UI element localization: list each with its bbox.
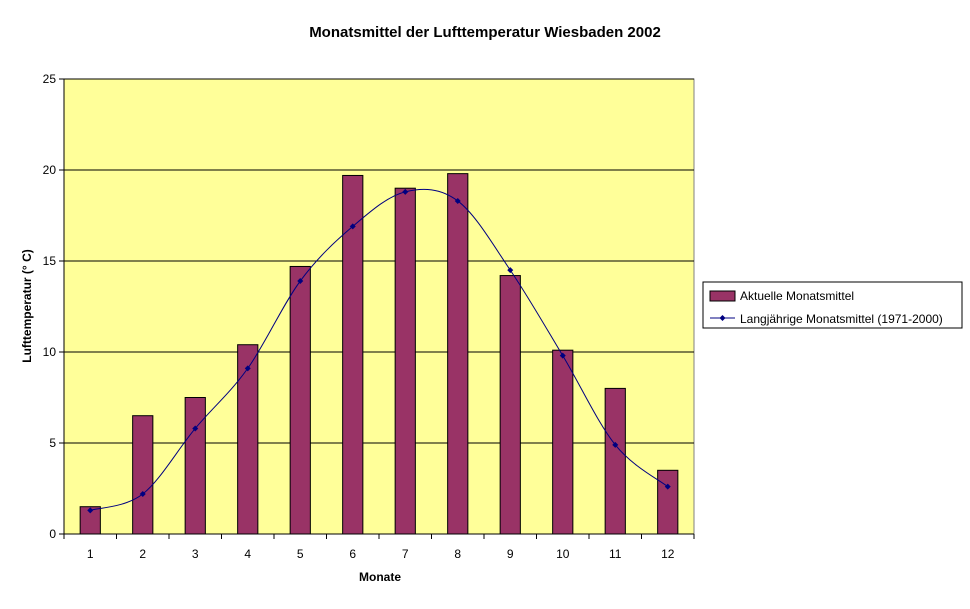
gridlines: [64, 78, 694, 444]
bar: [237, 344, 259, 535]
legend-label-bars: Aktuelle Monatsmittel: [740, 289, 854, 303]
x-tick-label: 7: [402, 547, 409, 561]
bar: [604, 387, 626, 535]
y-tick-label: 25: [43, 72, 57, 86]
bar: [394, 187, 416, 535]
line-point-marker: [139, 490, 146, 497]
bar: [657, 469, 679, 535]
x-tick-label: 9: [507, 547, 514, 561]
legend-bar-swatch: [709, 290, 736, 302]
y-axis: 0 5 10 15 20 25: [43, 72, 65, 541]
legend-line-marker: [719, 315, 726, 321]
bar: [132, 415, 154, 535]
line-point-marker: [559, 352, 566, 359]
legend-label-line: Langjährige Monatsmittel (1971-2000): [740, 312, 943, 326]
x-tick-label: 2: [139, 547, 146, 561]
line-series: [87, 188, 671, 514]
x-tick-label: 1: [87, 547, 94, 561]
line-point-marker: [349, 223, 356, 230]
y-tick-label: 15: [43, 254, 57, 268]
x-tick-label: 6: [349, 547, 356, 561]
line-point-marker: [402, 188, 409, 195]
x-tick-label: 5: [297, 547, 304, 561]
x-tick-label: 10: [556, 547, 570, 561]
bar: [289, 265, 311, 535]
x-tick-label: 3: [192, 547, 199, 561]
y-tick-label: 5: [49, 436, 56, 450]
x-axis: 1 2 3 4 5 6 7 8 9 10 11 12: [63, 533, 695, 561]
line-point-marker: [87, 507, 94, 514]
chart-title: Monatsmittel der Lufttemperatur Wiesbade…: [309, 24, 661, 41]
line-point-marker: [664, 483, 671, 490]
y-tick-label: 20: [43, 163, 57, 177]
line-point-marker: [507, 267, 514, 274]
legend: Aktuelle Monatsmittel Langjährige Monats…: [702, 281, 963, 329]
line-point-marker: [612, 441, 619, 448]
bar: [552, 349, 574, 535]
y-tick-label: 10: [43, 345, 57, 359]
line-point-marker: [244, 365, 251, 372]
plot-area: [63, 78, 695, 535]
bar: [499, 275, 521, 535]
x-tick-label: 11: [609, 547, 622, 561]
x-tick-label: 4: [244, 547, 251, 561]
legend-box: [702, 281, 963, 329]
bar: [447, 173, 469, 535]
line-point-marker: [297, 278, 304, 285]
x-tick-label: 12: [661, 547, 675, 561]
bar: [184, 397, 206, 535]
y-axis-label: Lufttemperatur (° C): [20, 249, 34, 362]
line-point-marker: [192, 425, 199, 432]
x-axis-label: Monate: [359, 570, 401, 584]
line-point-marker: [454, 197, 461, 204]
y-tick-label: 0: [49, 527, 56, 541]
x-tick-label: 8: [454, 547, 461, 561]
